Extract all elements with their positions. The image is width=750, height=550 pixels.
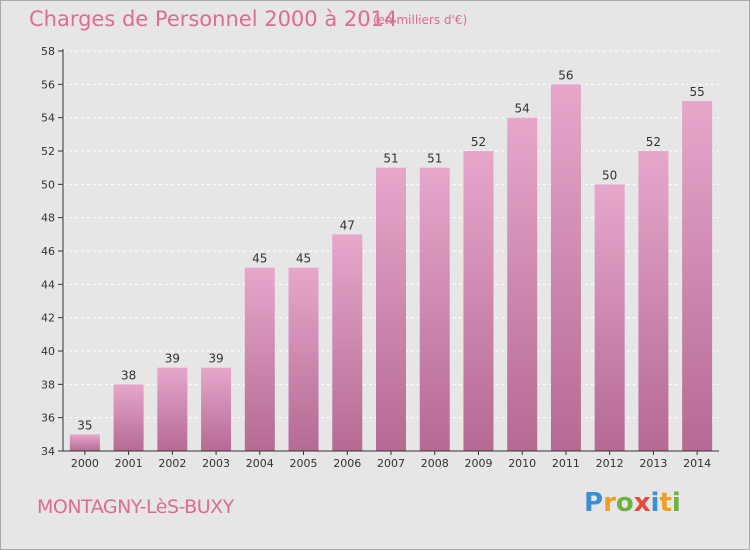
data-label-2011: 56 [558,68,573,82]
logo-letter: o [615,488,634,518]
y-tick-label: 54 [41,112,55,125]
bar-2003 [201,367,232,451]
logo-letter: i [671,488,681,518]
x-tick-label: 2011 [552,457,580,470]
y-tick-label: 36 [41,412,55,425]
data-label-2009: 52 [471,135,486,149]
x-tick-label: 2008 [421,457,449,470]
data-label-2007: 51 [383,152,398,166]
bar-2001 [113,384,144,451]
bar-2007 [376,167,406,451]
x-tick-label: 2014 [683,457,711,470]
y-tick-label: 56 [41,78,55,91]
data-label-2012: 50 [602,168,617,182]
chart-title: Charges de Personnel 2000 à 2014 [29,7,398,31]
y-tick-label: 40 [41,345,55,358]
y-tick-label: 58 [41,45,55,58]
bar-2004 [244,267,275,451]
place-name: MONTAGNY-LèS-BUXY [37,496,234,518]
x-tick-label: 2000 [71,457,99,470]
bar-2000 [69,434,100,451]
y-tick-label: 42 [41,312,55,325]
y-tick-label: 44 [41,278,55,291]
data-label-2003: 39 [208,352,223,366]
bar-2008 [419,167,450,451]
x-tick-label: 2001 [115,457,143,470]
bar-2014 [682,101,713,451]
bar-2012 [594,184,625,452]
data-label-2010: 54 [515,102,530,116]
y-tick-label: 50 [41,178,55,191]
data-label-2006: 47 [340,218,355,232]
x-tick-label: 2002 [158,457,186,470]
logo-letter: r [603,488,616,518]
data-label-2008: 51 [427,152,442,166]
y-tick-label: 34 [41,445,55,458]
data-label-2000: 35 [77,418,92,432]
bar-2013 [638,151,669,451]
x-tick-label: 2009 [464,457,492,470]
bar-2009 [463,151,494,451]
logo-letter: t [659,488,672,518]
data-label-2005: 45 [296,252,311,266]
data-label-2001: 38 [121,368,136,382]
bar-2005 [288,267,319,451]
bar-2011 [550,84,581,451]
x-tick-label: 2004 [246,457,274,470]
y-tick-label: 48 [41,212,55,225]
y-tick-label: 46 [41,245,55,258]
x-tick-label: 2006 [333,457,361,470]
bar-2002 [157,367,188,451]
chart-subtitle: (en milliers d'€) [373,13,468,27]
x-tick-label: 2003 [202,457,230,470]
data-label-2014: 55 [689,85,704,99]
x-tick-label: 2012 [596,457,624,470]
data-label-2004: 45 [252,252,267,266]
x-tick-label: 2005 [290,457,318,470]
logo-letter: x [633,488,651,518]
logo-letter: P [584,488,604,518]
x-tick-label: 2007 [377,457,405,470]
bar-2006 [332,234,363,451]
logo-letter: i [650,488,660,518]
x-tick-label: 2010 [508,457,536,470]
proxiti-logo: Proxiti [584,488,681,518]
y-tick-label: 38 [41,378,55,391]
x-tick-label: 2013 [639,457,667,470]
data-label-2013: 52 [646,135,661,149]
bar-2010 [507,117,538,452]
data-label-2002: 39 [165,352,180,366]
y-tick-label: 52 [41,145,55,158]
